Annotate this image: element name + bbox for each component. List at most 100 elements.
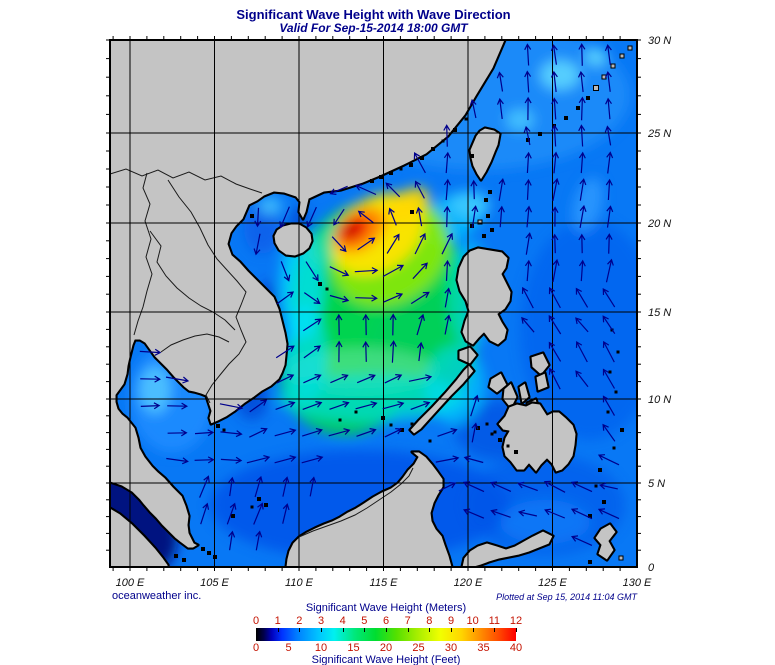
country-border	[110, 168, 263, 194]
islet	[464, 117, 468, 121]
lon-label: 115 E	[370, 577, 399, 589]
islet	[612, 446, 616, 450]
mindanao	[497, 402, 577, 473]
islet	[594, 484, 598, 488]
islet	[493, 430, 497, 434]
islet	[498, 438, 502, 442]
lat-label: 5 N	[648, 478, 665, 490]
plotted-timestamp: Plotted at Sep 15, 2014 11:04 GMT	[496, 592, 637, 602]
islet	[207, 551, 211, 555]
islet	[488, 190, 492, 194]
valid-time-subtitle: Valid For Sep-15-2014 18:00 GMT	[279, 21, 468, 35]
negros	[502, 382, 518, 410]
legend-tick-meters: 7	[404, 615, 411, 627]
legend-tick-meters: 5	[361, 615, 368, 627]
page-title: Significant Wave Height with Wave Direct…	[236, 7, 511, 22]
colorbar-tick	[256, 628, 257, 632]
islet	[399, 167, 403, 171]
islet	[576, 106, 580, 110]
colorbar-tick	[342, 628, 344, 632]
borneo	[285, 451, 453, 567]
lon-label: 105 E	[200, 577, 229, 589]
lon-label: 120 E	[454, 577, 483, 589]
legend-tick-feet: 25	[412, 642, 425, 654]
colorbar-tick	[277, 628, 279, 632]
taiwan	[469, 127, 501, 181]
colorbar-tick	[451, 628, 452, 632]
islet	[318, 282, 322, 286]
islet	[598, 468, 602, 472]
samar	[530, 352, 550, 376]
lat-label: 10 N	[648, 394, 671, 406]
islet	[602, 500, 606, 504]
china-indochina-malay	[110, 40, 506, 549]
legend-tick-feet: 15	[347, 642, 360, 654]
legend-tick-feet: 40	[509, 642, 523, 654]
islet	[593, 85, 599, 91]
legend-colorbar	[256, 628, 517, 641]
colorbar-tick	[516, 628, 517, 632]
islet	[428, 439, 432, 443]
islet	[620, 428, 624, 432]
legend-meters-scale: 0 1 2 3 4 5 6 7 8 9 10 11 12	[252, 615, 522, 627]
legend-tick-meters: 4	[339, 615, 346, 627]
islet	[486, 214, 490, 218]
islet	[470, 154, 474, 158]
islet	[370, 179, 374, 183]
islet	[338, 418, 342, 422]
legend: Significant Wave Height (Meters) 0 1 2 3 4 5 6…	[252, 602, 522, 665]
legend-tick-meters: 0	[252, 615, 260, 627]
legend-tick-meters: 3	[317, 615, 325, 627]
islet	[222, 428, 226, 432]
islet	[618, 555, 624, 561]
legend-title-meters: Significant Wave Height (Meters)	[305, 602, 467, 614]
land-layer	[110, 40, 633, 567]
colorbar-tick	[494, 628, 496, 632]
legend-tick-feet: 5	[285, 642, 292, 654]
lon-label: 100 E	[116, 577, 145, 589]
islet	[250, 214, 254, 218]
islet	[619, 53, 625, 59]
islet	[506, 444, 510, 448]
legend-tick-feet: 10	[314, 642, 328, 654]
islet	[325, 287, 329, 291]
islet	[616, 350, 620, 354]
islet	[409, 163, 413, 167]
lon-label: 130 E	[623, 577, 652, 589]
islet	[514, 450, 518, 454]
islet	[564, 116, 568, 120]
islet	[201, 547, 205, 551]
lat-label: 0	[648, 562, 655, 574]
hainan	[273, 223, 313, 257]
islet	[420, 156, 424, 160]
sumatra	[110, 507, 169, 567]
panay	[488, 372, 508, 394]
islet	[453, 128, 457, 132]
luzon	[456, 247, 512, 346]
lon-label: 125 E	[538, 577, 567, 589]
islet	[490, 228, 494, 232]
halmahera	[594, 523, 617, 561]
islet	[477, 219, 483, 225]
islet	[614, 390, 618, 394]
islet	[231, 514, 235, 518]
islet	[182, 558, 186, 562]
legend-tick-meters: 6	[382, 615, 390, 627]
oceanweather-credit: oceanweather inc.	[112, 590, 202, 602]
islet	[216, 424, 220, 428]
country-border	[149, 230, 236, 331]
islet	[389, 423, 393, 427]
lat-label: 30 N	[648, 35, 671, 47]
legend-tick-meters: 2	[296, 615, 303, 627]
legend-tick-meters: 1	[274, 615, 281, 627]
legend-tick-meters: 10	[466, 615, 479, 627]
colorbar-tick	[429, 628, 431, 632]
islet	[586, 96, 590, 100]
islet	[484, 198, 488, 202]
lat-label: 20 N	[647, 218, 671, 230]
islet	[354, 410, 358, 414]
legend-tick-meters: 8	[426, 615, 433, 627]
colorbar-tick	[299, 628, 301, 632]
